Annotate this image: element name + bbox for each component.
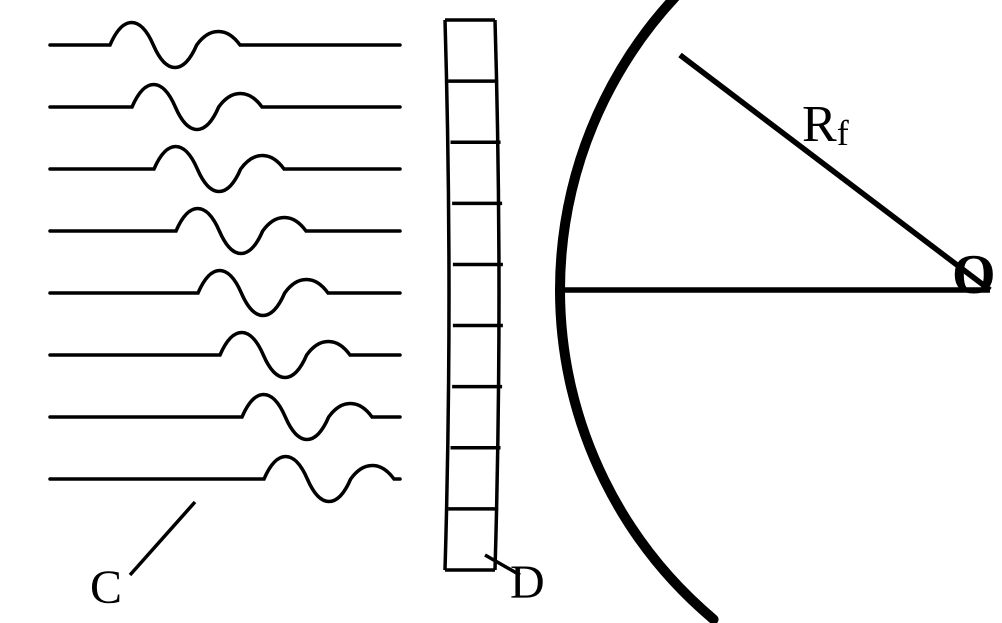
label-c: C <box>90 560 122 615</box>
label-o: O <box>952 243 996 307</box>
optical-diagram <box>0 0 1002 623</box>
label-rf-sub: f <box>837 113 849 153</box>
label-rf: Rf <box>802 95 849 154</box>
label-rf-main: R <box>802 96 837 153</box>
label-d: D <box>510 555 545 610</box>
